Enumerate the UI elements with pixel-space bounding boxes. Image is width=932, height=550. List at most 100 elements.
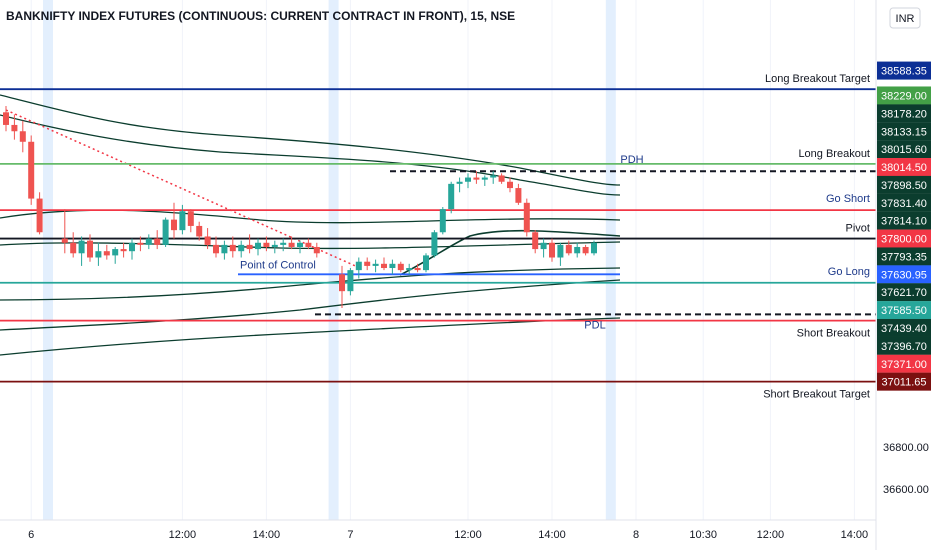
candlesticks [3, 106, 597, 308]
x-tick-8: 12:00 [757, 529, 785, 541]
x-tick-4: 12:00 [454, 529, 482, 541]
candle-43 [397, 261, 404, 273]
candle-60 [540, 238, 547, 258]
y-tick-0: 36800.00 [883, 442, 929, 454]
svg-text:37621.70: 37621.70 [881, 287, 927, 299]
level-label-6: Go Short [826, 193, 870, 205]
candle-16 [154, 230, 161, 250]
price-badge-5: 38014.50 [877, 158, 931, 177]
candle-41 [381, 257, 387, 271]
candle-24 [221, 240, 228, 260]
candle-49 [448, 181, 455, 214]
candle-34 [305, 238, 312, 250]
candle-6 [70, 232, 77, 258]
candle-48 [439, 207, 446, 235]
x-tick-7: 10:30 [689, 529, 717, 541]
candle-14 [137, 236, 144, 252]
svg-text:37793.35: 37793.35 [881, 251, 927, 263]
candle-59 [532, 230, 539, 254]
candle-35 [313, 242, 320, 258]
price-axis[interactable]: 36800.00 36600.00 38588.35 38229.00 38178.20… [875, 0, 932, 550]
indicator-band-4 [0, 267, 621, 301]
level-lines [0, 88, 876, 383]
price-badge-1: 38229.00 [877, 86, 931, 105]
candle-53 [481, 175, 488, 186]
x-tick-3: 7 [347, 529, 353, 541]
candle-45 [414, 263, 421, 273]
candle-0 [3, 106, 9, 132]
price-badge-14: 37439.40 [877, 318, 931, 337]
price-badge-9: 37800.00 [877, 229, 931, 248]
candle-22 [204, 228, 211, 250]
candle-9 [95, 242, 102, 266]
candle-44 [406, 263, 413, 275]
x-tick-1: 12:00 [169, 529, 197, 541]
candle-12 [120, 242, 127, 258]
level-label-11: Point of Control [240, 259, 316, 271]
svg-text:38014.50: 38014.50 [881, 162, 927, 174]
price-badge-4: 38015.60 [877, 140, 931, 159]
x-tick-5: 14:00 [538, 529, 566, 541]
price-badge-7: 37831.40 [877, 193, 931, 212]
price-badge-8: 37814.10 [877, 211, 931, 230]
level-label-17: Short Breakout Target [763, 389, 870, 401]
candle-65 [582, 244, 589, 256]
candle-18 [171, 202, 177, 239]
candle-39 [364, 257, 371, 271]
price-badge-6: 37898.50 [877, 175, 931, 194]
candle-52 [473, 171, 480, 184]
svg-text:37396.70: 37396.70 [881, 341, 927, 353]
candle-47 [431, 230, 438, 258]
candle-17 [162, 217, 169, 247]
candle-64 [574, 242, 581, 258]
candle-28 [255, 238, 261, 256]
candle-5 [61, 209, 68, 254]
x-tick-0: 6 [28, 529, 34, 541]
price-badge-2: 38178.20 [877, 104, 931, 123]
candle-13 [129, 238, 135, 260]
indicator-band-0 [0, 94, 621, 186]
candle-20 [187, 209, 194, 233]
level-labels: Long Breakout Target Long Breakout PDH Go S… [240, 73, 870, 400]
candle-11 [112, 246, 119, 264]
chart-title: BANKNIFTY INDEX FUTURES (CONTINUOUS: CUR… [6, 9, 515, 23]
price-badge-13: 37585.50 [877, 301, 931, 320]
level-label-14: Short Breakout [797, 328, 870, 340]
candle-25 [229, 236, 236, 258]
indicator-band-3 [0, 241, 621, 250]
candle-54 [490, 171, 497, 184]
session-break-markers [43, 0, 616, 520]
candle-32 [288, 236, 295, 250]
svg-text:38229.00: 38229.00 [881, 90, 927, 102]
moving-average-line [399, 229, 621, 276]
candle-19 [179, 204, 186, 235]
candle-7 [78, 236, 85, 266]
session-break-2 [605, 0, 616, 520]
candle-56 [507, 177, 513, 193]
svg-text:38588.35: 38588.35 [881, 66, 927, 78]
candle-21 [196, 221, 203, 241]
candle-42 [389, 259, 396, 275]
time-axis[interactable]: 6 12:00 14:00 7 12:00 14:00 8 10:30 12:00 14:00 [0, 519, 876, 541]
candle-15 [145, 234, 152, 250]
candle-63 [565, 240, 572, 256]
price-badge-0: 38588.35 [877, 61, 931, 80]
svg-text:37011.65: 37011.65 [881, 377, 926, 389]
candle-40 [372, 259, 379, 273]
x-tick-9: 14:00 [841, 529, 869, 541]
x-tick-6: 8 [633, 529, 639, 541]
candle-26 [238, 240, 245, 258]
candle-62 [557, 242, 564, 266]
candle-33 [297, 240, 303, 254]
candle-61 [549, 238, 555, 262]
candle-57 [515, 183, 522, 205]
indicator-band-6 [0, 317, 621, 356]
candle-38 [355, 257, 362, 279]
level-label-4: Long Breakout [798, 148, 870, 160]
currency-button[interactable]: INR [889, 7, 921, 29]
svg-text:37831.40: 37831.40 [881, 198, 927, 210]
price-badge-11: 37630.95 [877, 265, 931, 284]
session-break-0 [43, 0, 53, 520]
y-tick-1: 36600.00 [883, 484, 929, 496]
